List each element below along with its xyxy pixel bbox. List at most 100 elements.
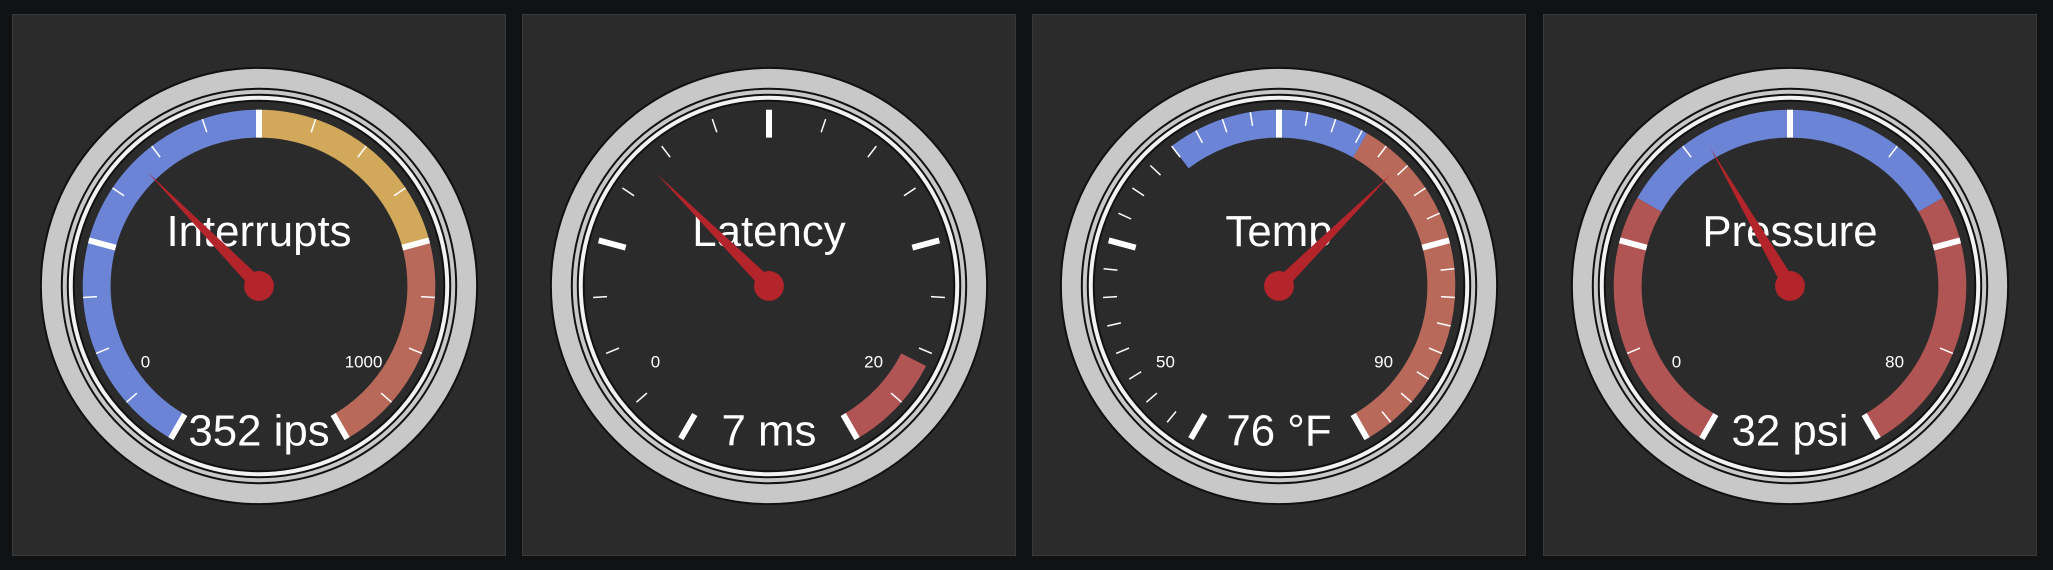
gauge-minor-tick: [1436, 322, 1451, 327]
gauge-minor-tick: [1428, 347, 1443, 355]
gauge-minor-tick: [1426, 212, 1440, 220]
gauge-minor-tick: [918, 347, 933, 355]
gauge-value-label: 32 psi: [1732, 406, 1849, 455]
gauge-minor-tick: [1440, 295, 1455, 299]
gauge-minor-tick: [1166, 411, 1177, 423]
gauge-minor-tick: [1171, 145, 1181, 158]
gauge-panel-temp: Temp 50 90 76 °F: [1032, 14, 1526, 556]
gauge-minor-tick: [1221, 118, 1228, 133]
gauge-band-red: [1613, 197, 1716, 439]
gauge-major-tick: [1421, 237, 1451, 251]
gauge-major-tick: [1107, 237, 1137, 251]
gauge-minor-tick: [890, 392, 903, 403]
gauge-minor-tick: [1682, 145, 1692, 158]
gauge-bezel-inner-ring: [1591, 87, 1989, 485]
gauge-minor-tick: [1115, 347, 1130, 355]
gauge-needle-hub: [754, 271, 784, 301]
gauge-minor-tick: [1145, 392, 1158, 403]
gauge-major-tick: [1932, 237, 1962, 251]
gauge-minor-tick: [125, 392, 138, 403]
gauge-minor-tick: [1377, 145, 1387, 158]
gauge-needle: [656, 173, 774, 291]
gauge-major-tick: [911, 237, 941, 251]
gauge-needle-hub: [1264, 271, 1294, 301]
gauge-needle: [1710, 147, 1797, 290]
gauge-minor-tick: [1103, 267, 1118, 271]
gauge-minor-tick: [1132, 187, 1145, 197]
gauge-major-tick: [1699, 413, 1719, 441]
gauge-minor-tick: [1118, 212, 1132, 220]
gauge-minor-tick: [83, 295, 98, 299]
gauge-minor-tick: [1128, 371, 1142, 380]
gauge-major-tick: [401, 237, 431, 251]
gauge-needle-hub: [244, 271, 274, 301]
gauge-minor-tick: [1103, 295, 1118, 299]
gauge-minor-tick: [1354, 130, 1363, 144]
gauge-minor-tick: [310, 118, 317, 133]
gauge-minor-tick: [1939, 347, 1954, 355]
gauge-minor-tick: [635, 392, 648, 403]
gauge-max-label: 80: [1885, 353, 1904, 372]
gauge-band-red: [842, 353, 927, 439]
gauge-needle: [1274, 173, 1392, 291]
gauge-minor-tick: [357, 145, 367, 158]
gauge-panel-pressure: Pressure 0 80 32 psi: [1543, 14, 2037, 556]
gauge-minor-tick: [711, 118, 718, 133]
gauge-major-tick: [330, 413, 350, 441]
gauge-major-tick: [1188, 413, 1208, 441]
gauge-minor-tick: [1626, 347, 1641, 355]
gauge-temp: Temp 50 90 76 °F: [1059, 66, 1499, 506]
gauge-major-tick: [597, 237, 627, 251]
gauge-title: Interrupts: [166, 207, 351, 256]
gauge-minor-tick: [1413, 187, 1426, 197]
gauge-minor-tick: [820, 118, 827, 133]
gauge-major-tick: [1861, 413, 1881, 441]
gauge-minor-tick: [1107, 322, 1122, 327]
gauge-minor-tick: [1416, 371, 1430, 380]
gauge-minor-tick: [593, 295, 608, 299]
gauge-minor-tick: [661, 145, 671, 158]
gauge-major-tick: [678, 413, 698, 441]
gauge-minor-tick: [1400, 392, 1413, 403]
gauge-major-tick: [1618, 237, 1648, 251]
gauge-min-label: 0: [651, 353, 660, 372]
gauge-pressure: Pressure 0 80 32 psi: [1570, 66, 2010, 506]
gauge-min-label: 50: [1156, 353, 1175, 372]
gauge-band-yellow: [258, 109, 430, 248]
gauge-minor-tick: [420, 295, 435, 299]
gauge-panel-interrupts: Interrupts 0 1000 352 ips: [12, 14, 506, 556]
gauge-major-tick: [1350, 413, 1370, 441]
gauge-needle: [147, 172, 264, 291]
gauge-max-label: 1000: [345, 353, 383, 372]
gauge-band-red: [1864, 197, 1967, 439]
gauge-minor-tick: [201, 118, 208, 133]
gauge-value-label: 76 °F: [1226, 406, 1331, 455]
gauge-minor-tick: [408, 347, 423, 355]
gauge-bezel-inner-ring: [60, 87, 458, 485]
gauge-max-label: 90: [1374, 353, 1393, 372]
gauge-band-orange: [1353, 133, 1456, 439]
gauge-minor-tick: [112, 187, 125, 197]
gauge-minor-tick: [622, 187, 635, 197]
gauge-minor-tick: [1330, 118, 1337, 133]
gauge-minor-tick: [867, 145, 877, 158]
gauge-latency: Latency 0 20 7 ms: [549, 66, 989, 506]
gauge-minor-tick: [1396, 164, 1409, 176]
gauge-minor-tick: [1381, 411, 1392, 423]
gauge-major-tick: [840, 413, 860, 441]
gauge-minor-tick: [393, 187, 406, 197]
gauge-band-orange: [333, 240, 436, 439]
gauge-value-label: 7 ms: [722, 406, 817, 455]
gauge-interrupts: Interrupts 0 1000 352 ips: [39, 66, 479, 506]
gauge-bezel-inner-ring: [1080, 87, 1478, 485]
gauge-minor-tick: [95, 347, 110, 355]
gauge-minor-tick: [605, 347, 620, 355]
gauge-minor-tick: [1888, 145, 1898, 158]
gauge-minor-tick: [930, 295, 945, 299]
gauge-minor-tick: [151, 145, 161, 158]
gauge-minor-tick: [1149, 164, 1162, 176]
gauge-minor-tick: [1304, 111, 1309, 126]
gauge-minor-tick: [1195, 130, 1204, 144]
gauge-title: Pressure: [1702, 207, 1877, 256]
